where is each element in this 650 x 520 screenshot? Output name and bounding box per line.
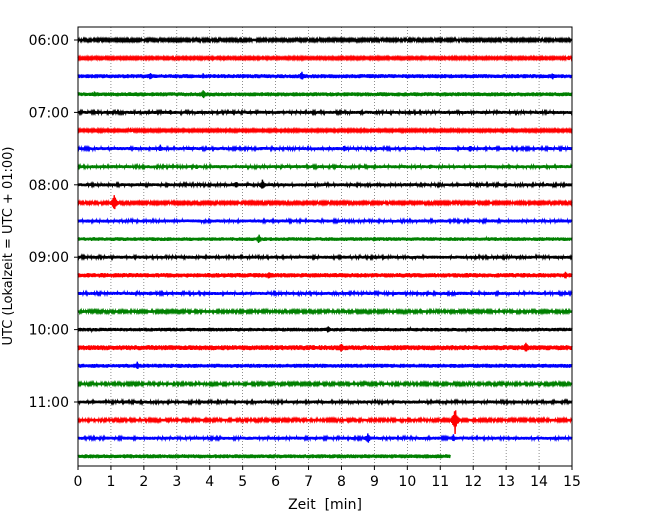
y-tick-label: 08:00 — [29, 178, 69, 194]
trace-line — [77, 179, 573, 189]
trace-line — [77, 54, 573, 62]
trace-line — [77, 217, 573, 226]
trace-line — [77, 71, 573, 80]
y-tick-label: 07:00 — [29, 105, 69, 121]
trace-line — [77, 410, 573, 435]
trace-line — [77, 126, 573, 135]
trace-line — [77, 234, 573, 244]
trace-line — [77, 195, 573, 210]
x-tick-label: 12 — [464, 474, 482, 490]
trace-line — [77, 379, 573, 388]
seismic-traces — [77, 36, 573, 459]
trace-line — [77, 271, 573, 279]
x-tick-label: 11 — [431, 474, 449, 490]
x-tick-label: 14 — [530, 474, 548, 490]
x-axis-label: Zeit [min] — [288, 497, 362, 513]
y-axis-ticks: 06:00 07:00 08:00 09:00 10:00 11:00 — [29, 33, 78, 411]
trace-line — [77, 36, 573, 44]
trace-line — [77, 398, 573, 406]
plot-area-background — [78, 27, 572, 466]
trace-line — [77, 433, 573, 443]
x-tick-label: 10 — [398, 474, 416, 490]
trace-line — [77, 325, 573, 334]
x-tick-label: 13 — [497, 474, 515, 490]
trace-line — [77, 144, 573, 153]
trace-line — [77, 454, 451, 459]
y-tick-label: 10:00 — [29, 323, 69, 339]
x-tick-label: 3 — [172, 474, 181, 490]
y-axis-label: UTC (Lokalzeit = UTC + 01:00) — [1, 147, 16, 346]
trace-line — [77, 307, 573, 316]
vertical-grid — [110, 27, 540, 466]
x-tick-label: 8 — [337, 474, 346, 490]
y-tick-label: 09:00 — [29, 250, 69, 266]
trace-line — [77, 342, 573, 352]
x-tick-label: 5 — [238, 474, 247, 490]
x-tick-label: 0 — [74, 474, 83, 490]
x-tick-label: 2 — [139, 474, 148, 490]
trace-line — [77, 289, 573, 298]
plot-frame — [77, 26, 573, 467]
x-tick-label: 1 — [106, 474, 115, 490]
x-axis-ticks: 0 1 2 3 4 5 6 7 8 9 10 11 12 13 14 15 — [74, 466, 581, 490]
x-tick-label: 6 — [271, 474, 280, 490]
trace-line — [77, 253, 573, 262]
y-tick-label: 11:00 — [29, 395, 69, 411]
x-tick-label: 15 — [563, 474, 581, 490]
trace-line — [77, 361, 573, 369]
y-tick-label: 06:00 — [29, 33, 69, 49]
x-tick-label: 9 — [370, 474, 379, 490]
trace-line — [77, 108, 573, 117]
x-tick-label: 7 — [304, 474, 313, 490]
trace-line — [77, 90, 573, 99]
x-tick-label: 4 — [205, 474, 214, 490]
trace-line — [77, 162, 573, 171]
